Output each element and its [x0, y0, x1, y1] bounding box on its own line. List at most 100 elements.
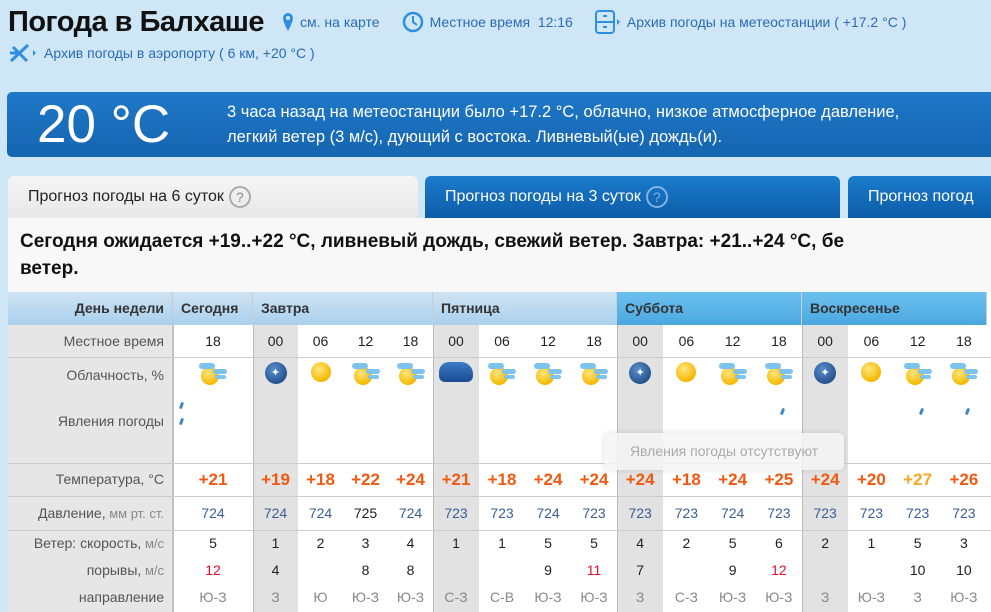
rain-icon [178, 396, 185, 428]
wind-speed-cell: 2 [682, 535, 691, 551]
label-wind: Ветер: скорость, м/с порывы, м/с направл… [8, 530, 173, 612]
wind-gust-cell: 12 [205, 562, 221, 578]
tab-6-days[interactable]: Прогноз погоды на 6 суток? [8, 176, 418, 218]
partly-cloudy-icon [173, 362, 253, 388]
partly-cloudy-icon [895, 362, 941, 388]
temperature-cell: +19 [261, 470, 290, 489]
wind-speed-cell: 3 [361, 535, 370, 551]
clear-night-icon: ✦ [253, 362, 298, 388]
wind-direction-cell: Ю-З [396, 589, 425, 605]
clear-night-icon: ✦ [802, 362, 848, 388]
time-cell: 18 [956, 333, 972, 349]
map-link[interactable]: см. на карте [282, 12, 380, 32]
wind-gust-cell: 12 [771, 562, 787, 578]
time-cell: 18 [402, 333, 419, 349]
temperature-cell: +22 [351, 470, 380, 489]
label-pressure: Давление, мм рт. ст. [8, 496, 173, 530]
temperature-cell: +18 [487, 470, 517, 489]
pressure-cell: 723 [444, 505, 468, 521]
partly-cloudy-icon [571, 362, 617, 388]
partly-cloudy-icon [941, 362, 987, 388]
rain-icon [779, 402, 786, 418]
current-weather-banner: 20 °C 3 часа назад на метеостанции было … [7, 92, 991, 157]
slot-column [173, 325, 253, 612]
time-cell: 12 [540, 333, 556, 349]
wind-direction-cell: З [913, 589, 922, 605]
temperature-cell: +24 [718, 470, 748, 489]
wind-gust-cell: 9 [544, 562, 552, 578]
wind-direction-cell: Ю-З [534, 589, 562, 605]
airport-archive-link[interactable]: Архив погоды в аэропорту ( 6 км, +20 °C … [8, 42, 315, 64]
wind-speed-cell: 5 [544, 535, 552, 551]
pressure-cell: 724 [308, 505, 333, 521]
wind-direction-cell: З [820, 589, 830, 605]
wind-speed-cell: 5 [590, 535, 598, 551]
wind-gust-cell: 11 [586, 562, 602, 578]
pressure-cell: 724 [720, 505, 745, 521]
tab-3-days[interactable]: Прогноз погоды на 3 суток? [425, 176, 840, 218]
wind-gust-cell: 9 [728, 562, 737, 578]
wind-direction-cell: Ю [313, 589, 328, 605]
pressure-cell: 724 [536, 505, 560, 521]
partly-cloudy-icon [343, 362, 388, 388]
temperature-cell: +24 [396, 470, 425, 489]
sun-icon [663, 362, 709, 388]
wind-speed-cell: 1 [271, 535, 280, 551]
day-header: Сегодня [173, 292, 253, 325]
wind-speed-cell: 4 [406, 535, 415, 551]
time-cell: 06 [678, 333, 695, 349]
local-time: Местное время 12:16 [402, 11, 573, 33]
station-archive-link[interactable]: Архив погоды на метеостанции ( +17.2 °C … [594, 10, 906, 34]
time-cell: 12 [357, 333, 374, 349]
partly-cloudy-icon [388, 362, 433, 388]
label-day: День недели [8, 292, 173, 325]
wind-gust-cell: 4 [271, 562, 280, 578]
wind-direction-cell: Ю-З [718, 589, 747, 605]
current-description: 3 часа назад на метеостанции было +17.2 … [227, 103, 900, 146]
time-cell: 00 [817, 333, 833, 349]
page-title: Погода в Балхаше [8, 5, 265, 38]
wind-speed-cell: 5 [913, 535, 922, 551]
temperature-cell: +24 [810, 470, 840, 489]
wind-speed-cell: 3 [959, 535, 968, 551]
cloudy-night-icon [433, 362, 479, 388]
wind-speed-cell: 5 [728, 535, 737, 551]
temperature-cell: +21 [441, 470, 471, 489]
wind-gust-cell: 10 [909, 562, 926, 578]
time-cell: 06 [863, 333, 880, 349]
time-cell: 12 [909, 333, 926, 349]
forecast-summary: Сегодня ожидается +19..+22 °C, ливневый … [8, 218, 991, 292]
help-icon[interactable]: ? [228, 186, 251, 208]
wind-speed-cell: 1 [867, 535, 876, 551]
time-cell: 00 [448, 333, 464, 349]
wind-gust-cell: 7 [636, 562, 645, 578]
time-cell: 06 [494, 333, 510, 349]
pressure-cell: 725 [353, 505, 378, 521]
pressure-cell: 723 [674, 505, 699, 521]
partly-cloudy-icon [479, 362, 525, 388]
day-header: Завтра [253, 292, 433, 325]
temperature-cell: +24 [625, 470, 655, 489]
pressure-cell: 723 [767, 505, 791, 521]
archive-icon [594, 10, 620, 34]
help-icon[interactable]: ? [645, 186, 668, 208]
wind-direction-cell: Ю-З [765, 589, 793, 605]
pressure-cell: 723 [628, 505, 652, 521]
temperature-cell: +27 [903, 470, 933, 489]
wind-direction-cell: Ю-З [857, 589, 885, 605]
row-divider [8, 496, 991, 497]
map-pin-icon [283, 13, 294, 31]
temperature-cell: +21 [198, 470, 228, 489]
time-cell: 00 [267, 333, 284, 349]
wind-direction-cell: Ю-З [580, 589, 608, 605]
pressure-cell: 724 [201, 505, 225, 521]
temperature-cell: +18 [306, 470, 335, 489]
wind-speed-cell: 1 [452, 535, 460, 551]
temperature-cell: +25 [764, 470, 794, 489]
tab-other-forecast[interactable]: Прогноз погод [848, 176, 991, 218]
pressure-cell: 723 [859, 505, 884, 521]
pressure-cell: 723 [490, 505, 514, 521]
sun-icon [848, 362, 894, 388]
pressure-cell: 724 [398, 505, 423, 521]
time-cell: 06 [312, 333, 329, 349]
